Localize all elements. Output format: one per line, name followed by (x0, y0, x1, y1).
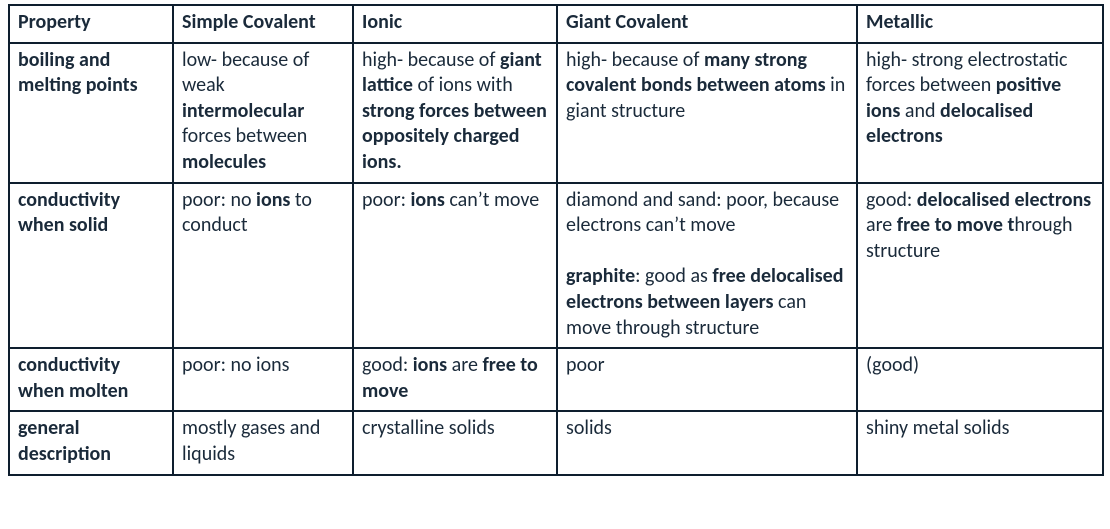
col-header-simple-covalent: Simple Covalent (173, 5, 353, 43)
cell-giant-covalent: diamond and sand: poor, because electron… (557, 183, 857, 349)
table-row: general description mostly gases and liq… (9, 411, 1103, 474)
cell-metallic: shiny metal solids (857, 411, 1103, 474)
cell-giant-covalent: poor (557, 348, 857, 411)
col-header-ionic: Ionic (353, 5, 557, 43)
cell-metallic: (good) (857, 348, 1103, 411)
cell-giant-covalent: solids (557, 411, 857, 474)
cell-metallic: good: delocalised electrons are free to … (857, 183, 1103, 349)
row-label: general description (9, 411, 173, 474)
col-header-giant-covalent: Giant Covalent (557, 5, 857, 43)
row-label-text: boiling and melting points (18, 48, 138, 98)
cell-simple-covalent: low- because of weak intermolecular forc… (173, 43, 353, 183)
row-label: conductivity when molten (9, 348, 173, 411)
table-row: boiling and melting points low- because … (9, 43, 1103, 183)
cell-giant-covalent: high- because of many strong covalent bo… (557, 43, 857, 183)
cell-ionic: good: ions are free to move (353, 348, 557, 411)
table-row: conductivity when molten poor: no ions g… (9, 348, 1103, 411)
cell-ionic: high- because of giant lattice of ions w… (353, 43, 557, 183)
col-header-property: Property (9, 5, 173, 43)
cell-metallic: high- strong electrostatic forces betwee… (857, 43, 1103, 183)
table-header-row: Property Simple Covalent Ionic Giant Cov… (9, 5, 1103, 43)
col-header-metallic: Metallic (857, 5, 1103, 43)
row-label-text: general description (18, 416, 111, 466)
bonding-properties-table: Property Simple Covalent Ionic Giant Cov… (8, 4, 1104, 476)
table-wrapper: Property Simple Covalent Ionic Giant Cov… (0, 0, 1110, 529)
cell-ionic: poor: ions can’t move (353, 183, 557, 349)
cell-ionic: crystalline solids (353, 411, 557, 474)
row-label: conductivity when solid (9, 183, 173, 349)
cell-simple-covalent: mostly gases and liquids (173, 411, 353, 474)
row-label-text: conductivity when solid (18, 188, 120, 238)
cell-simple-covalent: poor: no ions (173, 348, 353, 411)
cell-simple-covalent: poor: no ions to conduct (173, 183, 353, 349)
row-label-text: conductivity when molten (18, 353, 128, 403)
table-row: conductivity when solid poor: no ions to… (9, 183, 1103, 349)
row-label: boiling and melting points (9, 43, 173, 183)
